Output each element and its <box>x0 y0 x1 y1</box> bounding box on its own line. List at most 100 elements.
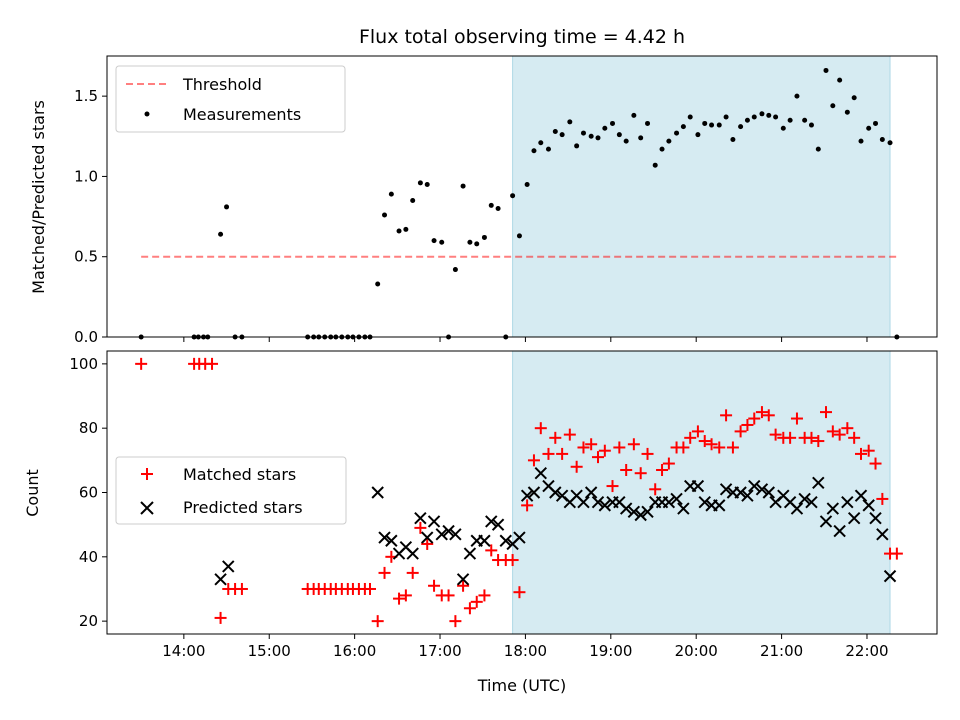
point-1-0-64 <box>677 441 690 454</box>
point-0-0-38 <box>495 206 501 212</box>
ytick-label-1-0: 20 <box>79 612 98 630</box>
point-0-0-28 <box>424 181 430 187</box>
point-1-1-14 <box>456 573 470 586</box>
point-1-0-91 <box>869 457 882 470</box>
top-legend-frame <box>115 65 346 133</box>
point-1-1-62 <box>798 492 811 506</box>
point-0-0-50 <box>580 130 586 136</box>
point-0-0-27 <box>417 180 423 186</box>
point-1-1-67 <box>833 524 846 538</box>
point-1-1-47 <box>691 479 705 493</box>
point-1-0-48 <box>563 428 576 441</box>
point-0-0-70 <box>723 114 729 120</box>
point-0-0-35 <box>474 241 480 247</box>
point-0-0-87 <box>844 109 850 115</box>
point-1-0-94 <box>890 547 903 560</box>
point-0-0-62 <box>666 138 672 144</box>
markers-0 <box>138 67 900 340</box>
point-1-0-89 <box>855 447 868 460</box>
legend-measurements-marker <box>144 111 150 117</box>
point-0-0-53 <box>602 125 608 131</box>
chart-title: Flux total observing time = 4.42 h <box>359 26 685 48</box>
point-1-0-58 <box>634 467 647 480</box>
point-0-0-79 <box>787 117 793 123</box>
point-0-0-44 <box>538 140 544 146</box>
bottom-ylabel: Count <box>23 469 42 517</box>
point-1-0-35 <box>470 595 483 608</box>
observing-span-1 <box>512 350 891 635</box>
point-1-0-66 <box>691 425 704 438</box>
point-1-0-34 <box>463 602 476 615</box>
point-0-0-24 <box>396 228 402 234</box>
point-1-0-92 <box>876 492 889 505</box>
point-0-0-89 <box>858 138 864 144</box>
point-0-0-64 <box>680 124 686 130</box>
xtick-label-1-5: 19:00 <box>589 642 632 660</box>
point-0-0-80 <box>794 93 800 99</box>
point-1-1-19 <box>491 518 505 531</box>
point-1-1-69 <box>847 512 861 525</box>
point-1-0-4 <box>206 357 219 370</box>
point-0-0-65 <box>687 114 693 120</box>
legend-predicted-marker <box>140 501 154 515</box>
top-panel: 0.0 0.5 1.0 1.5 <box>74 55 938 346</box>
point-1-0-55 <box>613 441 626 454</box>
point-1-0-27 <box>414 521 427 534</box>
point-1-1-22 <box>513 531 526 544</box>
legend-threshold-label: Threshold <box>182 75 262 94</box>
point-1-1-74 <box>883 569 897 583</box>
point-1-1-3 <box>378 531 391 544</box>
point-1-0-65 <box>684 431 697 444</box>
point-1-1-73 <box>876 528 889 541</box>
point-0-0-69 <box>716 122 722 128</box>
point-1-0-0 <box>135 357 148 370</box>
point-1-1-12 <box>442 524 455 538</box>
ytick-label-0-0: 0.0 <box>74 328 98 346</box>
point-1-0-80 <box>790 412 803 425</box>
point-1-0-36 <box>478 589 491 602</box>
point-1-1-54 <box>741 489 754 502</box>
axes-frame-0 <box>106 55 938 338</box>
point-0-0-47 <box>559 132 565 138</box>
point-1-0-73 <box>741 418 754 431</box>
point-1-0-90 <box>862 444 875 457</box>
xtick-label-1-4: 18:00 <box>504 642 547 660</box>
point-0-0-59 <box>645 120 651 126</box>
point-1-1-8 <box>414 512 427 525</box>
point-1-0-28 <box>421 537 434 550</box>
point-0-0-61 <box>659 146 665 152</box>
point-1-0-87 <box>841 422 854 435</box>
xtick-label-1-7: 21:00 <box>760 642 803 660</box>
point-1-1-48 <box>698 495 711 509</box>
point-1-1-10 <box>427 515 441 528</box>
point-1-1-31 <box>577 495 590 509</box>
point-1-1-43 <box>662 495 676 509</box>
bottom-panel: 20 40 60 80 100 14:00 15:00 16:00 17:00 18:00 19:0… <box>69 350 938 660</box>
point-1-0-67 <box>698 435 711 448</box>
xtick-label-1-1: 15:00 <box>248 642 291 660</box>
point-1-1-9 <box>421 531 434 544</box>
point-1-1-0 <box>214 573 227 586</box>
point-1-0-62 <box>662 457 675 470</box>
ytick-label-0-1: 0.5 <box>74 248 98 266</box>
point-1-1-55 <box>748 479 761 493</box>
point-1-0-50 <box>577 441 590 454</box>
point-1-1-18 <box>485 515 498 528</box>
point-1-0-51 <box>585 438 598 451</box>
point-1-0-84 <box>819 406 832 419</box>
point-0-0-52 <box>595 135 601 141</box>
point-1-0-22 <box>378 566 391 579</box>
point-0-0-37 <box>488 202 494 208</box>
ytick-label-1-2: 60 <box>79 484 98 502</box>
point-0-0-72 <box>738 124 744 130</box>
point-1-0-37 <box>485 544 498 557</box>
point-0-0-57 <box>631 112 637 118</box>
point-1-0-79 <box>784 431 797 444</box>
point-1-0-46 <box>549 431 562 444</box>
point-1-1-33 <box>591 495 605 509</box>
point-0-0-36 <box>481 234 487 240</box>
point-1-0-26 <box>406 566 419 579</box>
point-1-0-82 <box>805 431 818 444</box>
point-1-1-64 <box>812 476 825 490</box>
point-0-0-78 <box>780 125 786 131</box>
